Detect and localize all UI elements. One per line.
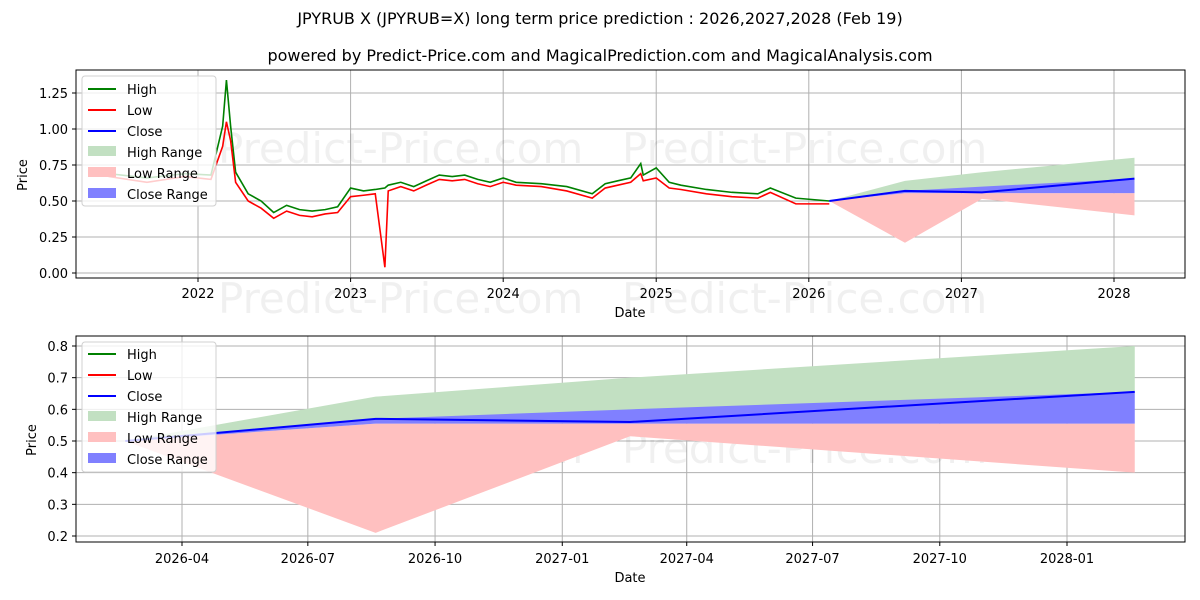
- low-range-area: [829, 193, 1135, 243]
- bottom-forecast-chart: Predict-Price.com Predict-Price.com 0.20…: [25, 335, 1186, 586]
- bottom-close-line: [125, 390, 1135, 442]
- legend-high-range-swatch: [88, 146, 116, 156]
- high-line: [108, 79, 830, 214]
- legend-high-range-swatch: [88, 411, 116, 421]
- bottom-forecast-areas: [125, 346, 1135, 533]
- y-tick-label: 0.4: [47, 467, 68, 482]
- svg-text:Predict-Price.com: Predict-Price.com: [622, 124, 987, 173]
- close-line: [829, 177, 1135, 202]
- y-tick-label: 0.8: [47, 340, 68, 355]
- x-tick-label: 2026: [792, 287, 825, 302]
- top-y-axis-label: Price: [16, 159, 31, 191]
- y-tick-label: 1.25: [39, 87, 68, 102]
- legend-high-range-label: High Range: [127, 411, 202, 426]
- x-tick-label: 2026-07: [281, 552, 335, 567]
- x-tick-label: 2027-10: [913, 552, 967, 567]
- y-tick-label: 1.00: [39, 123, 68, 138]
- x-tick-label: 2027-01: [535, 552, 589, 567]
- top-watermark: Predict-Price.com Predict-Price.com Pred…: [218, 124, 987, 323]
- y-tick-label: 0.00: [39, 267, 68, 282]
- chart-title: JPYRUB X (JPYRUB=X) long term price pred…: [297, 9, 903, 28]
- y-tick-label: 0.50: [39, 195, 68, 210]
- x-tick-label: 2023: [334, 287, 367, 302]
- y-tick-label: 0.75: [39, 159, 68, 174]
- x-tick-label: 2027: [945, 287, 978, 302]
- legend-high-range-label: High Range: [127, 146, 202, 161]
- legend-close-label: Close: [127, 125, 162, 140]
- legend-low-range-label: Low Range: [127, 432, 198, 447]
- close-line: [125, 390, 1135, 442]
- top-x-axis-label: Date: [614, 306, 645, 321]
- legend-low-range-swatch: [88, 167, 116, 177]
- top-plot-frame: [75, 69, 1186, 279]
- y-tick-label: 0.5: [47, 435, 68, 450]
- legend-close-range-swatch: [88, 453, 116, 463]
- legend-close-range-label: Close Range: [127, 188, 208, 203]
- x-tick-label: 2027-07: [785, 552, 839, 567]
- low-range-area: [125, 423, 1135, 533]
- legend-low-range-swatch: [88, 432, 116, 442]
- close-range-area: [829, 178, 1135, 201]
- x-tick-label: 2028-01: [1040, 552, 1094, 567]
- bottom-legend: High Low Close High Range Low Range Clos…: [81, 341, 217, 473]
- x-tick-label: 2028: [1097, 287, 1130, 302]
- x-tick-label: 2022: [181, 287, 214, 302]
- bottom-y-axis-label: Price: [25, 424, 40, 456]
- bottom-x-axis: 2026-04 2026-07 2026-10 2027-01 2027-04 2027-…: [155, 542, 1094, 567]
- top-legend: High Low Close High Range Low Range Clos…: [81, 75, 217, 207]
- bottom-x-axis-label: Date: [614, 571, 645, 586]
- chart-subtitle: powered by Predict-Price.com and Magical…: [267, 46, 933, 65]
- y-tick-label: 0.7: [47, 372, 68, 387]
- x-tick-label: 2026-04: [155, 552, 209, 567]
- x-tick-label: 2026-10: [408, 552, 462, 567]
- legend-high-label: High: [127, 83, 157, 98]
- legend-close-label: Close: [127, 390, 162, 405]
- legend-low-range-label: Low Range: [127, 167, 198, 182]
- bottom-y-axis: 0.2 0.3 0.4 0.5 0.6 0.7 0.8: [47, 340, 76, 545]
- x-tick-label: 2025: [640, 287, 673, 302]
- y-tick-label: 0.2: [47, 530, 68, 545]
- legend-high-label: High: [127, 348, 157, 363]
- svg-text:Predict-Price.com: Predict-Price.com: [218, 124, 583, 173]
- top-price-lines: [108, 79, 1135, 268]
- top-price-chart: Predict-Price.com Predict-Price.com Pred…: [16, 69, 1186, 323]
- legend-close-range-label: Close Range: [127, 453, 208, 468]
- svg-text:Predict-Price.com: Predict-Price.com: [218, 274, 583, 323]
- close-range-area: [125, 391, 1135, 441]
- low-line: [108, 121, 830, 268]
- x-tick-label: 2024: [487, 287, 520, 302]
- y-tick-label: 0.25: [39, 231, 68, 246]
- high-range-area: [125, 346, 1135, 441]
- y-tick-label: 0.3: [47, 498, 68, 513]
- y-tick-label: 0.6: [47, 403, 68, 418]
- legend-low-label: Low: [127, 104, 153, 119]
- top-y-axis: 0.00 0.25 0.50 0.75 1.00 1.25: [39, 87, 76, 282]
- svg-text:Predict-Price.com: Predict-Price.com: [622, 274, 987, 323]
- x-tick-label: 2027-04: [660, 552, 714, 567]
- bottom-plot-frame: [75, 335, 1186, 543]
- top-x-axis: 2022 2023 2024 2025 2026 2027 2028: [181, 278, 1131, 302]
- legend-low-label: Low: [127, 369, 153, 384]
- legend-close-range-swatch: [88, 188, 116, 198]
